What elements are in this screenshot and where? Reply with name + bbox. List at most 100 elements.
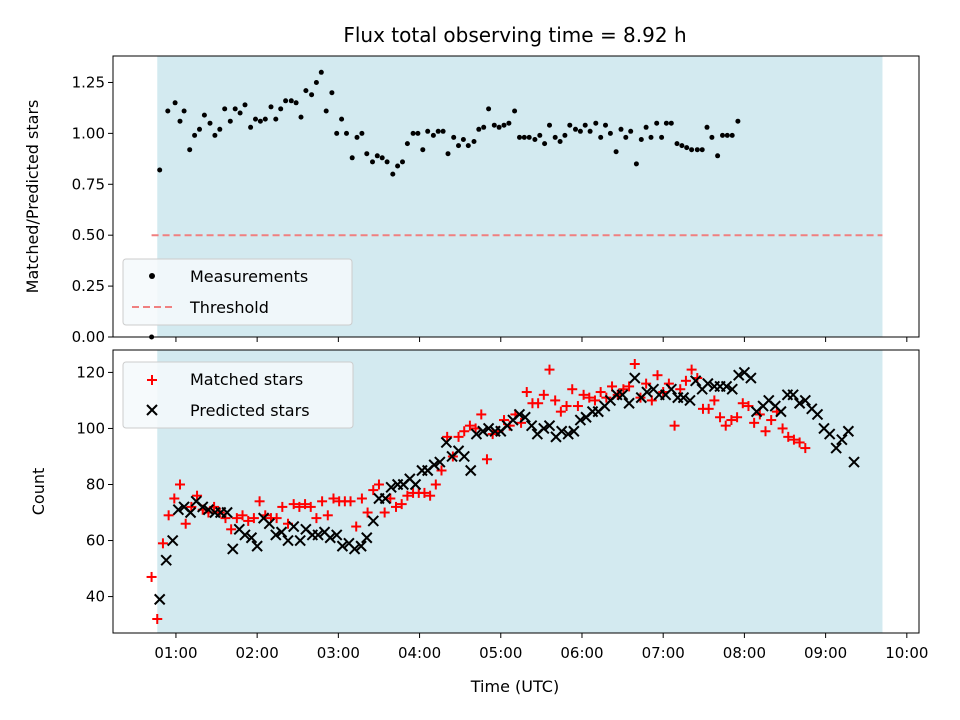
matched-star-marker <box>567 384 578 395</box>
matched-star-marker <box>146 571 157 582</box>
matched-star-marker <box>595 387 606 398</box>
measurement-point <box>172 100 178 106</box>
y-tick-label: 1.25 <box>72 73 105 91</box>
x-tick-label: 07:00 <box>642 644 685 662</box>
matched-star-marker <box>345 496 356 507</box>
ratio-panel: 0.00 0.25 0.50 0.75 1.00 1.25 Matched/Predict… <box>23 55 920 346</box>
matched-star-marker <box>373 479 384 490</box>
measurement-point <box>181 108 187 114</box>
predicted-star-marker <box>245 532 258 544</box>
matched-star-marker <box>749 417 760 428</box>
predicted-star-marker <box>525 419 538 432</box>
matched-star-marker <box>715 412 726 423</box>
measurement-point <box>577 128 583 134</box>
y-tick-label: 0.00 <box>72 328 105 346</box>
matched-star-marker <box>300 499 311 510</box>
measurement-point <box>587 128 593 134</box>
matched-star-marker <box>783 431 794 442</box>
y-tick-label: 0.50 <box>72 226 105 244</box>
predicted-star-marker <box>331 529 343 541</box>
measurement-point <box>643 124 649 130</box>
measurement-point <box>339 116 345 122</box>
matched-star-marker <box>732 412 743 423</box>
y-tick-label: 40 <box>86 588 105 606</box>
measurement-point <box>232 106 238 112</box>
matched-star-marker <box>226 524 237 535</box>
bottom-y-axis-label: Count <box>29 468 48 516</box>
x-tick-label: 02:00 <box>236 644 279 662</box>
predicted-star-marker <box>775 405 787 418</box>
x-tick-label: 06:00 <box>560 644 603 662</box>
matched-star-marker <box>800 443 811 454</box>
matched-star-marker <box>152 613 163 624</box>
legend-predicted-label: Predicted stars <box>190 401 310 420</box>
matched-star-marker <box>453 431 464 442</box>
measurement-point <box>298 114 304 120</box>
matched-star-marker <box>254 496 265 507</box>
matched-star-marker <box>157 538 168 549</box>
measurement-point <box>212 132 218 138</box>
matched-star-marker <box>720 420 731 431</box>
x-tick-label: 10:00 <box>885 644 928 662</box>
matched-star-marker <box>169 493 180 504</box>
measurement-point <box>491 122 497 128</box>
matched-star-marker <box>186 501 197 512</box>
predicted-star-marker <box>745 372 757 384</box>
legend-matched-label: Matched stars <box>190 370 303 389</box>
matched-star-marker <box>589 395 600 406</box>
y-tick-label: 1.00 <box>72 124 105 142</box>
measurement-point <box>582 122 588 128</box>
measurement-point <box>384 159 390 165</box>
predicted-star-marker <box>641 386 653 398</box>
measurement-point <box>542 141 548 147</box>
predicted-star-marker <box>733 369 745 381</box>
top-plot-frame <box>112 55 920 338</box>
measurement-point <box>552 134 558 140</box>
predicted-star-marker <box>726 383 738 395</box>
measurement-point <box>724 132 730 138</box>
measurement-point <box>537 132 543 138</box>
top-x-ticks <box>175 337 908 342</box>
y-tick-label: 120 <box>76 363 105 381</box>
matched-star-marker <box>618 384 629 395</box>
measurement-point <box>521 134 527 140</box>
predicted-star-marker <box>543 419 556 432</box>
measurement-point <box>613 149 619 155</box>
predicted-star-marker <box>677 391 690 404</box>
measurement-point <box>689 147 695 153</box>
matched-star-marker <box>248 513 259 524</box>
matched-star-marker <box>516 417 527 428</box>
predicted-star-marker <box>166 534 179 547</box>
measurement-point <box>496 124 502 130</box>
measurement-point <box>197 126 202 132</box>
predicted-star-marker <box>440 436 453 449</box>
matched-star-marker <box>641 378 652 389</box>
measurement-point <box>288 98 294 104</box>
measurement-point <box>349 155 355 161</box>
measurement-point <box>445 151 451 157</box>
predicted-star-marker <box>629 372 641 384</box>
predicted-star-marker <box>160 554 172 566</box>
measurement-point <box>526 134 532 140</box>
predicted-star-marker <box>385 481 397 494</box>
measurement-point <box>623 134 629 140</box>
measurement-point <box>253 116 258 122</box>
legend-measurements-label: Measurements <box>190 267 308 286</box>
matched-star-marker <box>425 490 436 501</box>
matched-star-marker <box>459 426 470 437</box>
measurement-point <box>465 143 471 149</box>
matched-star-marker <box>737 398 748 409</box>
predicted-star-marker <box>355 540 367 552</box>
measurement-point <box>663 120 669 126</box>
measurement-point <box>704 124 710 130</box>
measurement-point <box>192 132 198 138</box>
matched-star-marker <box>766 415 777 426</box>
measurement-point <box>262 116 268 122</box>
legend-matched-marker <box>147 375 157 385</box>
measurement-point <box>674 141 680 147</box>
measurement-point <box>501 122 507 128</box>
matched-star-marker <box>277 501 288 512</box>
measurement-point <box>729 132 735 138</box>
predicted-star-marker <box>465 464 477 477</box>
